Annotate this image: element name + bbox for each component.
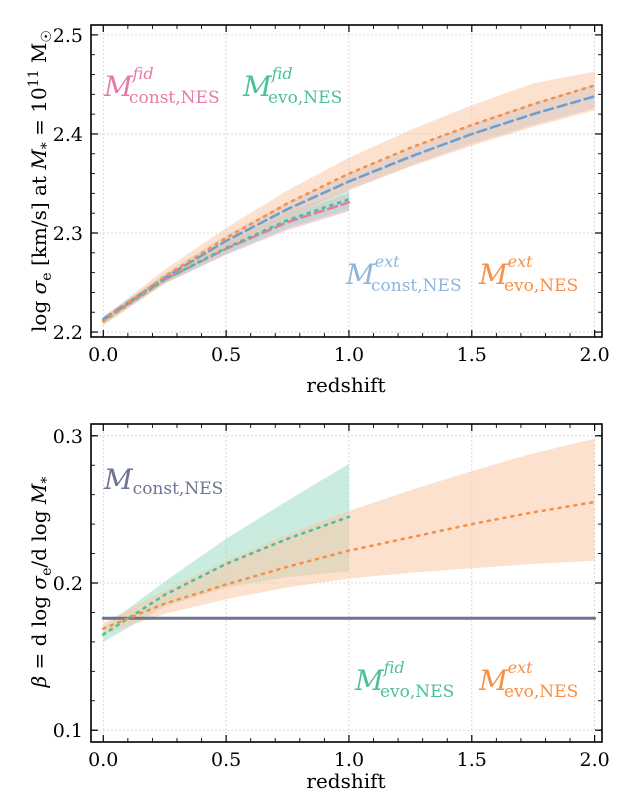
- bottom-ylabel: β = d log σe/d log M*: [27, 477, 55, 689]
- top-series-line-3: [102, 84, 596, 323]
- top-axes-frame: [90, 24, 603, 338]
- bottom-xtick-label: 1.5: [457, 749, 487, 771]
- bottom-xtick-label: 1.0: [334, 749, 364, 771]
- bottom-ticks: 0.0 0.5 1.0 1.5 2.0 0.1 0.2 0.3: [53, 424, 610, 771]
- top-ytick-label: 2.3: [53, 223, 83, 245]
- top-xlabel: redshift: [306, 373, 385, 397]
- bottom-xtick-label: 0.5: [211, 749, 241, 771]
- top-ticks: 0.0 0.5 1.0 1.5 2.0 2.2 2.3 2.4 2.5: [53, 25, 610, 366]
- annotation-fid-evo-bottom: Mfid evo,NES: [354, 658, 454, 702]
- top-xtick-label: 2.0: [580, 344, 610, 366]
- top-xtick-label: 0.0: [88, 344, 118, 366]
- bottom-panel: 0.0 0.5 1.0 1.5 2.0 0.1 0.2 0.3 redshift β = d …: [27, 423, 610, 793]
- top-ytick-label: 2.2: [53, 322, 83, 344]
- top-panel: 0.0 0.5 1.0 1.5 2.0 2.2 2.3 2.4 2.5 redshift log…: [26, 24, 610, 397]
- top-lines: [102, 84, 596, 323]
- bottom-bands: [103, 438, 595, 642]
- annotation-fid-evo: Mfid evo,NES: [242, 64, 342, 108]
- bottom-ytick-label: 0.2: [53, 573, 83, 595]
- annotation-const: Mconst,NES: [103, 463, 223, 499]
- bottom-xlabel: redshift: [306, 769, 385, 793]
- bottom-xtick-label: 2.0: [580, 749, 610, 771]
- annotation-fid-const: Mfid const,NES: [103, 64, 220, 108]
- bottom-ytick-label: 0.3: [53, 426, 83, 448]
- bottom-ytick-label: 0.1: [53, 720, 83, 742]
- annotation-ext-evo-bottom: Mext evo,NES: [478, 658, 578, 702]
- bottom-lines: [101, 500, 597, 636]
- annotation-ext-evo: Mext evo,NES: [478, 252, 578, 296]
- top-grid: [91, 25, 602, 337]
- top-xtick-label: 1.0: [334, 344, 364, 366]
- annotation-ext-const: Mext const,NES: [345, 252, 462, 296]
- top-series-line-2: [102, 95, 596, 321]
- top-ytick-label: 2.4: [53, 124, 83, 146]
- top-ytick-label: 2.5: [53, 25, 83, 47]
- top-band-1: [103, 189, 349, 326]
- top-xtick-label: 1.5: [457, 344, 487, 366]
- bottom-xtick-label: 0.0: [88, 749, 118, 771]
- top-ylabel: log σe [km/s] at M* = 1011 M☉: [26, 30, 55, 332]
- top-xtick-label: 0.5: [211, 344, 241, 366]
- bottom-series-line-2: [102, 500, 596, 630]
- top-series-line-1: [102, 198, 351, 323]
- bottom-series-line-1: [102, 515, 351, 636]
